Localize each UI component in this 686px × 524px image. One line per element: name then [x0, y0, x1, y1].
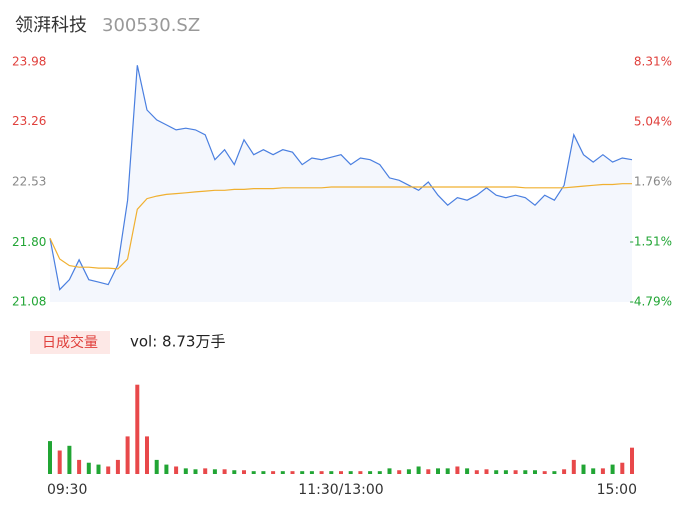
volume-bar	[581, 464, 586, 474]
volume-bar	[145, 436, 149, 474]
y-tick-label: 23.26	[12, 114, 46, 128]
volume-bar	[125, 436, 130, 474]
y2-tick-label: -4.79%	[630, 295, 672, 309]
volume-bar	[115, 459, 120, 474]
volume-bar	[397, 470, 402, 474]
volume-bar	[591, 468, 596, 474]
volume-bar	[86, 462, 91, 474]
volume-bar	[348, 471, 353, 474]
volume-bar	[319, 471, 324, 474]
volume-bar	[300, 471, 305, 474]
volume-bar	[96, 464, 101, 474]
volume-bar	[57, 450, 62, 474]
y-tick-label: 22.53	[12, 175, 46, 189]
volume-bar	[562, 469, 567, 474]
volume-bar	[339, 471, 343, 474]
volume-bar	[474, 470, 479, 474]
volume-bar	[203, 468, 208, 474]
volume-bar	[106, 466, 111, 474]
volume-bar	[212, 469, 217, 474]
volume-bar	[174, 466, 179, 474]
volume-bar	[571, 459, 576, 474]
volume-bar	[533, 470, 537, 474]
volume-bar	[290, 471, 295, 474]
average-line	[49, 183, 632, 270]
y2-tick-label: 5.04%	[634, 114, 672, 128]
volume-bar	[222, 469, 227, 474]
volume-bar	[455, 466, 460, 474]
x-tick-label: 11:30/13:00	[298, 482, 383, 498]
volume-bar	[251, 471, 256, 474]
volume-bar	[426, 469, 431, 474]
y-tick-label: 21.80	[12, 235, 46, 249]
stock-name: 领湃科技	[15, 15, 87, 36]
volume-bar	[368, 471, 373, 474]
volume-bar	[610, 464, 615, 474]
volume-bar	[48, 441, 52, 474]
volume-bar	[232, 470, 237, 474]
volume-bar	[523, 470, 528, 474]
stock-code: 300530.SZ	[102, 15, 200, 36]
volume-bar	[552, 471, 557, 474]
x-tick-label: 15:00	[597, 482, 637, 498]
y-tick-label: 21.08	[12, 295, 46, 309]
price-line	[49, 65, 633, 291]
volume-bar	[542, 471, 547, 474]
volume-bar	[309, 471, 314, 474]
y2-tick-label: -1.51%	[630, 234, 672, 248]
volume-bar	[154, 459, 159, 474]
volume-bar	[280, 471, 285, 474]
volume-bar	[135, 384, 140, 474]
volume-bar	[600, 468, 605, 474]
price-area	[50, 65, 632, 302]
y-tick-label: 23.98	[12, 55, 46, 69]
volume-bar	[465, 468, 470, 474]
y2-tick-label: 1.76%	[634, 175, 672, 189]
volume-bar	[358, 471, 363, 474]
volume-bar	[242, 470, 246, 474]
volume-bar	[329, 471, 334, 474]
volume-bar	[620, 462, 625, 474]
volume-bar	[271, 471, 276, 474]
volume-bar	[261, 471, 266, 474]
volume-bar	[406, 469, 411, 474]
volume-bar	[436, 468, 440, 474]
volume-bar	[183, 468, 188, 474]
volume-bar	[387, 468, 392, 474]
volume-label: 日成交量	[42, 334, 98, 351]
volume-bar	[445, 468, 450, 474]
x-tick-label: 09:30	[47, 482, 87, 498]
volume-bar	[494, 470, 499, 474]
volume-label-box	[30, 331, 110, 354]
volume-bar	[193, 469, 198, 474]
volume-bar	[67, 445, 72, 474]
volume-bar	[416, 466, 421, 474]
volume-bar	[513, 470, 518, 474]
volume-text: vol: 8.73万手	[130, 333, 225, 351]
volume-bar	[503, 470, 508, 474]
volume-bar	[77, 459, 82, 474]
y2-tick-label: 8.31%	[634, 55, 672, 69]
volume-bar	[630, 447, 634, 474]
volume-bar	[484, 469, 489, 474]
volume-bar	[377, 471, 382, 474]
volume-bar	[164, 464, 169, 474]
